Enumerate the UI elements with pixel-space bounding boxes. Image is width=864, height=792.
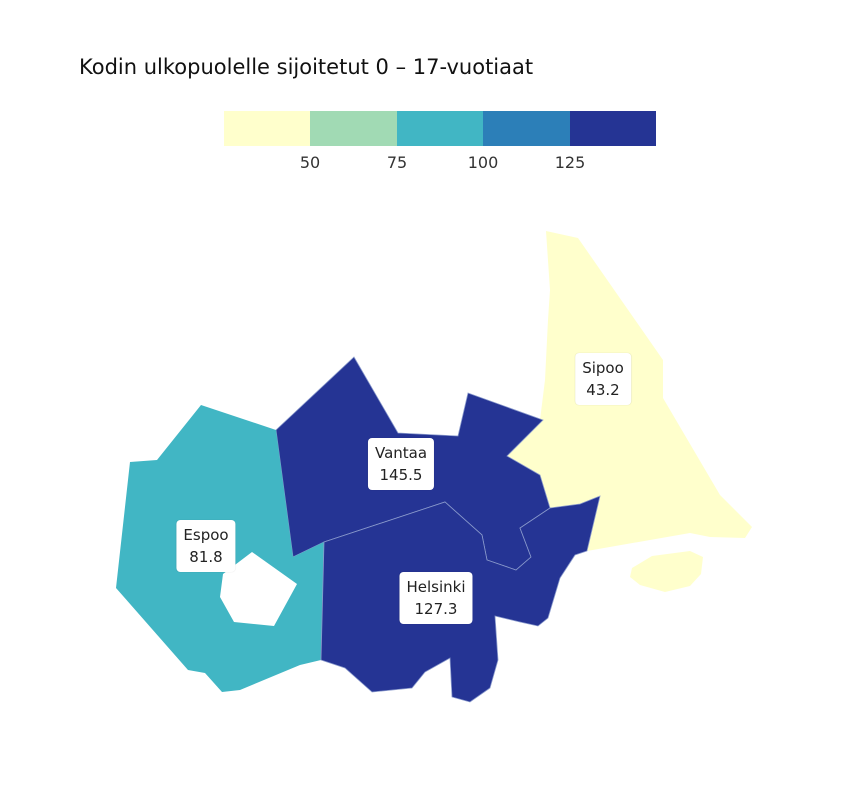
- legend-ticks: 50 75 100 125: [224, 153, 656, 175]
- label-helsinki: Helsinki 127.3: [399, 572, 473, 624]
- legend-swatch-5: [569, 111, 657, 146]
- label-vantaa: Vantaa 145.5: [367, 438, 435, 490]
- legend-swatch-3: [396, 111, 484, 146]
- region-sipoo-island[interactable]: [630, 551, 703, 592]
- legend-tick: 50: [299, 153, 321, 172]
- page-title: Kodin ulkopuolelle sijoitetut 0 – 17-vuo…: [79, 55, 534, 79]
- color-legend: [224, 111, 657, 146]
- legend-tick: 75: [386, 153, 408, 172]
- region-value: 145.5: [379, 466, 423, 484]
- legend-tick: 100: [467, 153, 499, 172]
- region-value: 81.8: [189, 548, 223, 566]
- legend-swatch-1: [224, 111, 311, 146]
- label-sipoo: Sipoo 43.2: [575, 353, 631, 405]
- legend-swatch-2: [310, 111, 397, 146]
- legend-swatch-4: [483, 111, 570, 146]
- region-name: Helsinki: [406, 578, 466, 596]
- region-name: Espoo: [183, 526, 229, 544]
- region-value: 127.3: [414, 600, 458, 618]
- region-name: Sipoo: [582, 359, 624, 377]
- legend-tick: 125: [554, 153, 586, 172]
- region-name: Vantaa: [374, 444, 428, 462]
- region-value: 43.2: [586, 381, 620, 399]
- label-espoo: Espoo 81.8: [176, 520, 236, 572]
